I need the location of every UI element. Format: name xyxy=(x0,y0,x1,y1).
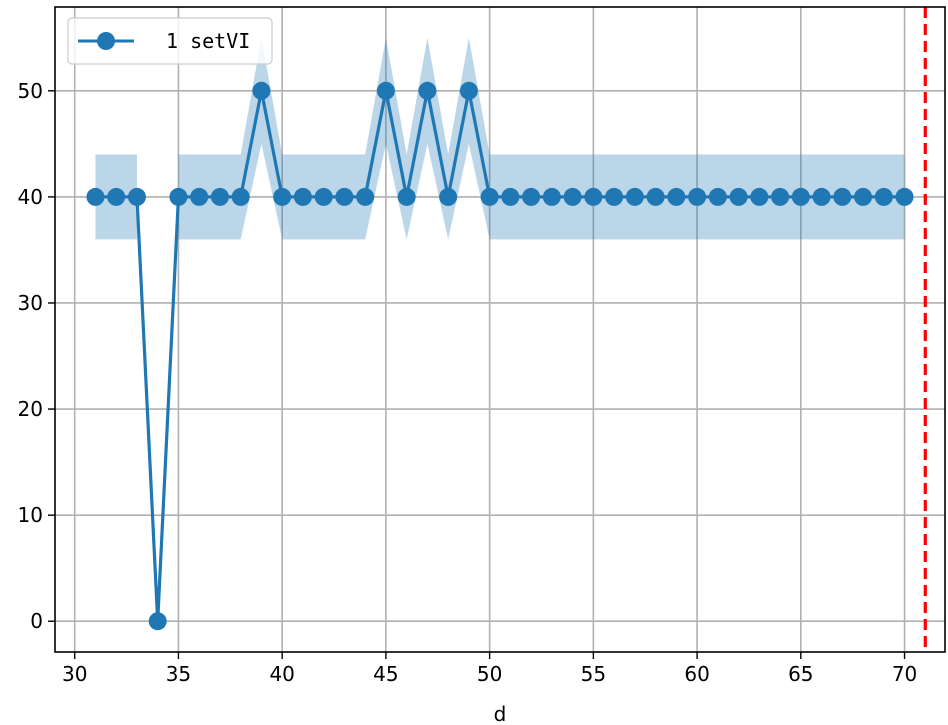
x-axis-label: d xyxy=(494,702,507,725)
data-point xyxy=(480,187,499,206)
data-point xyxy=(148,612,167,631)
data-point xyxy=(688,187,707,206)
data-point xyxy=(418,81,437,100)
data-point xyxy=(812,187,831,206)
data-point xyxy=(314,187,333,206)
data-point xyxy=(874,187,893,206)
data-point xyxy=(605,187,624,206)
series-group xyxy=(86,81,914,631)
grid xyxy=(55,7,945,652)
data-point xyxy=(356,187,375,206)
series-line xyxy=(95,89,905,623)
data-point xyxy=(854,187,873,206)
x-tick-label: 30 xyxy=(62,662,87,686)
data-point xyxy=(501,187,520,206)
data-point xyxy=(542,187,561,206)
data-point xyxy=(895,187,914,206)
y-tick-label: 10 xyxy=(18,503,43,527)
data-point xyxy=(376,81,395,100)
data-point xyxy=(625,187,644,206)
data-point xyxy=(708,187,727,206)
plot-frame xyxy=(54,6,946,653)
x-tick-label: 55 xyxy=(581,662,606,686)
data-point xyxy=(439,187,458,206)
data-point xyxy=(771,187,790,206)
x-tick-label: 35 xyxy=(166,662,191,686)
confidence-band xyxy=(95,37,905,240)
data-point xyxy=(459,81,478,100)
data-point xyxy=(169,187,188,206)
x-axis: 30 35 40 45 50 55 60 65 70 xyxy=(62,652,917,686)
legend-label: 1 setVI xyxy=(166,29,250,53)
legend: 1 setVI xyxy=(67,17,273,65)
data-point xyxy=(231,187,250,206)
band-segment xyxy=(178,37,905,240)
y-tick-label: 0 xyxy=(30,609,43,633)
data-point xyxy=(335,187,354,206)
data-point xyxy=(522,187,541,206)
data-point xyxy=(667,187,686,206)
data-point xyxy=(729,187,748,206)
y-tick-label: 50 xyxy=(18,79,43,103)
data-point xyxy=(273,187,292,206)
legend-dot-marker xyxy=(97,32,115,50)
x-tick-label: 45 xyxy=(373,662,398,686)
data-point xyxy=(750,187,769,206)
data-point xyxy=(791,187,810,206)
data-point xyxy=(563,187,582,206)
data-point xyxy=(584,187,603,206)
data-point xyxy=(833,187,852,206)
y-tick-label: 30 xyxy=(18,291,43,315)
data-point xyxy=(293,187,312,206)
data-point xyxy=(397,187,416,206)
legend-box xyxy=(67,17,273,65)
x-tick-label: 65 xyxy=(788,662,813,686)
x-tick-label: 60 xyxy=(684,662,709,686)
y-axis: 0 10 20 30 40 50 xyxy=(18,79,55,633)
data-point xyxy=(252,81,271,100)
y-tick-label: 20 xyxy=(18,397,43,421)
x-tick-label: 70 xyxy=(892,662,917,686)
data-point xyxy=(646,187,665,206)
data-point xyxy=(210,187,229,206)
y-tick-label: 40 xyxy=(18,185,43,209)
data-point xyxy=(107,187,126,206)
data-point xyxy=(86,187,105,206)
x-tick-label: 40 xyxy=(269,662,294,686)
x-tick-label: 50 xyxy=(477,662,502,686)
data-point xyxy=(127,187,146,206)
data-point xyxy=(190,187,209,206)
